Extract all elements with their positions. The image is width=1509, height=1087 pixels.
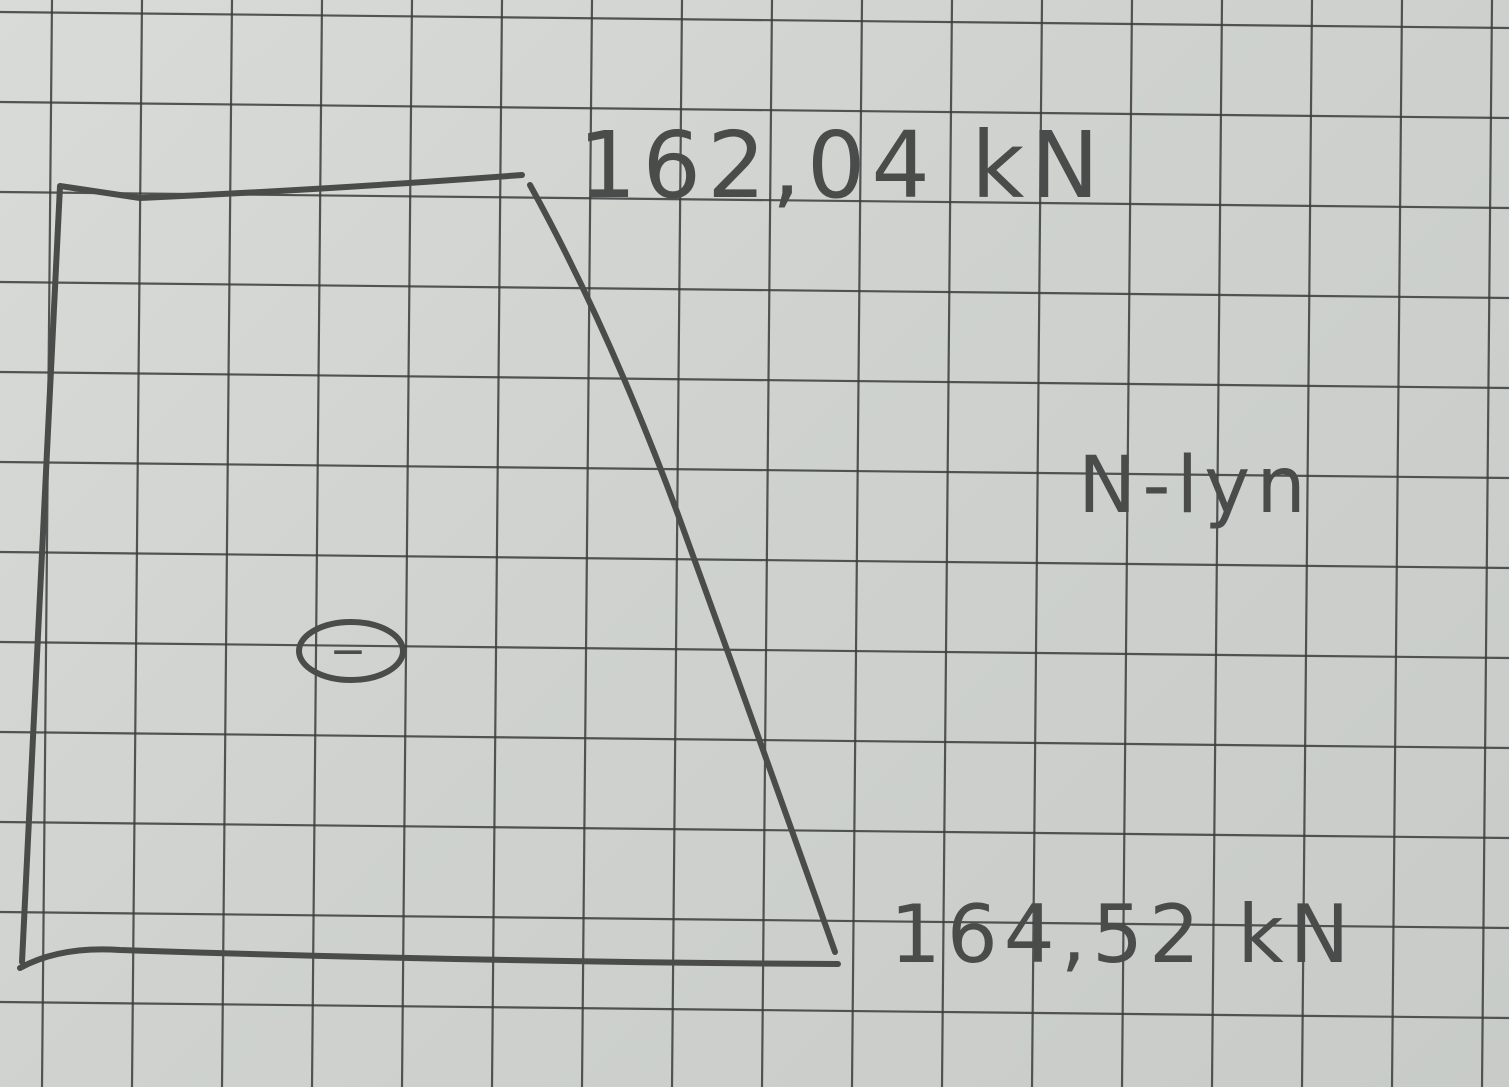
grid-line-vertical <box>1210 0 1224 1087</box>
grid-line-vertical <box>940 0 954 1087</box>
grid-line-horizontal <box>0 1000 1509 1020</box>
grid-line-vertical <box>1480 0 1494 1087</box>
grid-line-vertical <box>1390 0 1404 1087</box>
grid-line-vertical <box>1030 0 1044 1087</box>
grid-line-vertical <box>580 0 594 1087</box>
grid-line-horizontal <box>0 10 1509 30</box>
grid-line-vertical <box>670 0 684 1087</box>
grid-line-vertical <box>40 0 54 1087</box>
grid-line-horizontal <box>0 910 1509 930</box>
grid-line-vertical <box>490 0 504 1087</box>
top-value-label: 162,04 kN <box>578 112 1105 219</box>
bottom-value-label: 164,52 kN <box>890 888 1356 981</box>
grid-line-vertical <box>220 0 234 1087</box>
diagram-title: N-lyn <box>1078 441 1312 531</box>
grid-line-horizontal <box>0 550 1509 570</box>
grid-line-vertical <box>760 0 774 1087</box>
grid-line-horizontal <box>0 640 1509 660</box>
diagram-outline <box>17 172 841 971</box>
grid-line-horizontal <box>0 370 1509 390</box>
grid-line-horizontal <box>0 730 1509 750</box>
grid-line-horizontal <box>0 820 1509 840</box>
grid-line-vertical <box>400 0 414 1087</box>
grid-line-vertical <box>130 0 144 1087</box>
grid-line-horizontal <box>0 460 1509 480</box>
sign-circle <box>296 619 406 683</box>
grid-line-vertical <box>850 0 864 1087</box>
sign-minus: − <box>330 626 373 677</box>
grid-line-vertical <box>1300 0 1314 1087</box>
grid-line-vertical <box>310 0 324 1087</box>
grid-line-vertical <box>1120 0 1134 1087</box>
grid-line-horizontal <box>0 280 1509 300</box>
grid-line-horizontal <box>0 100 1509 120</box>
